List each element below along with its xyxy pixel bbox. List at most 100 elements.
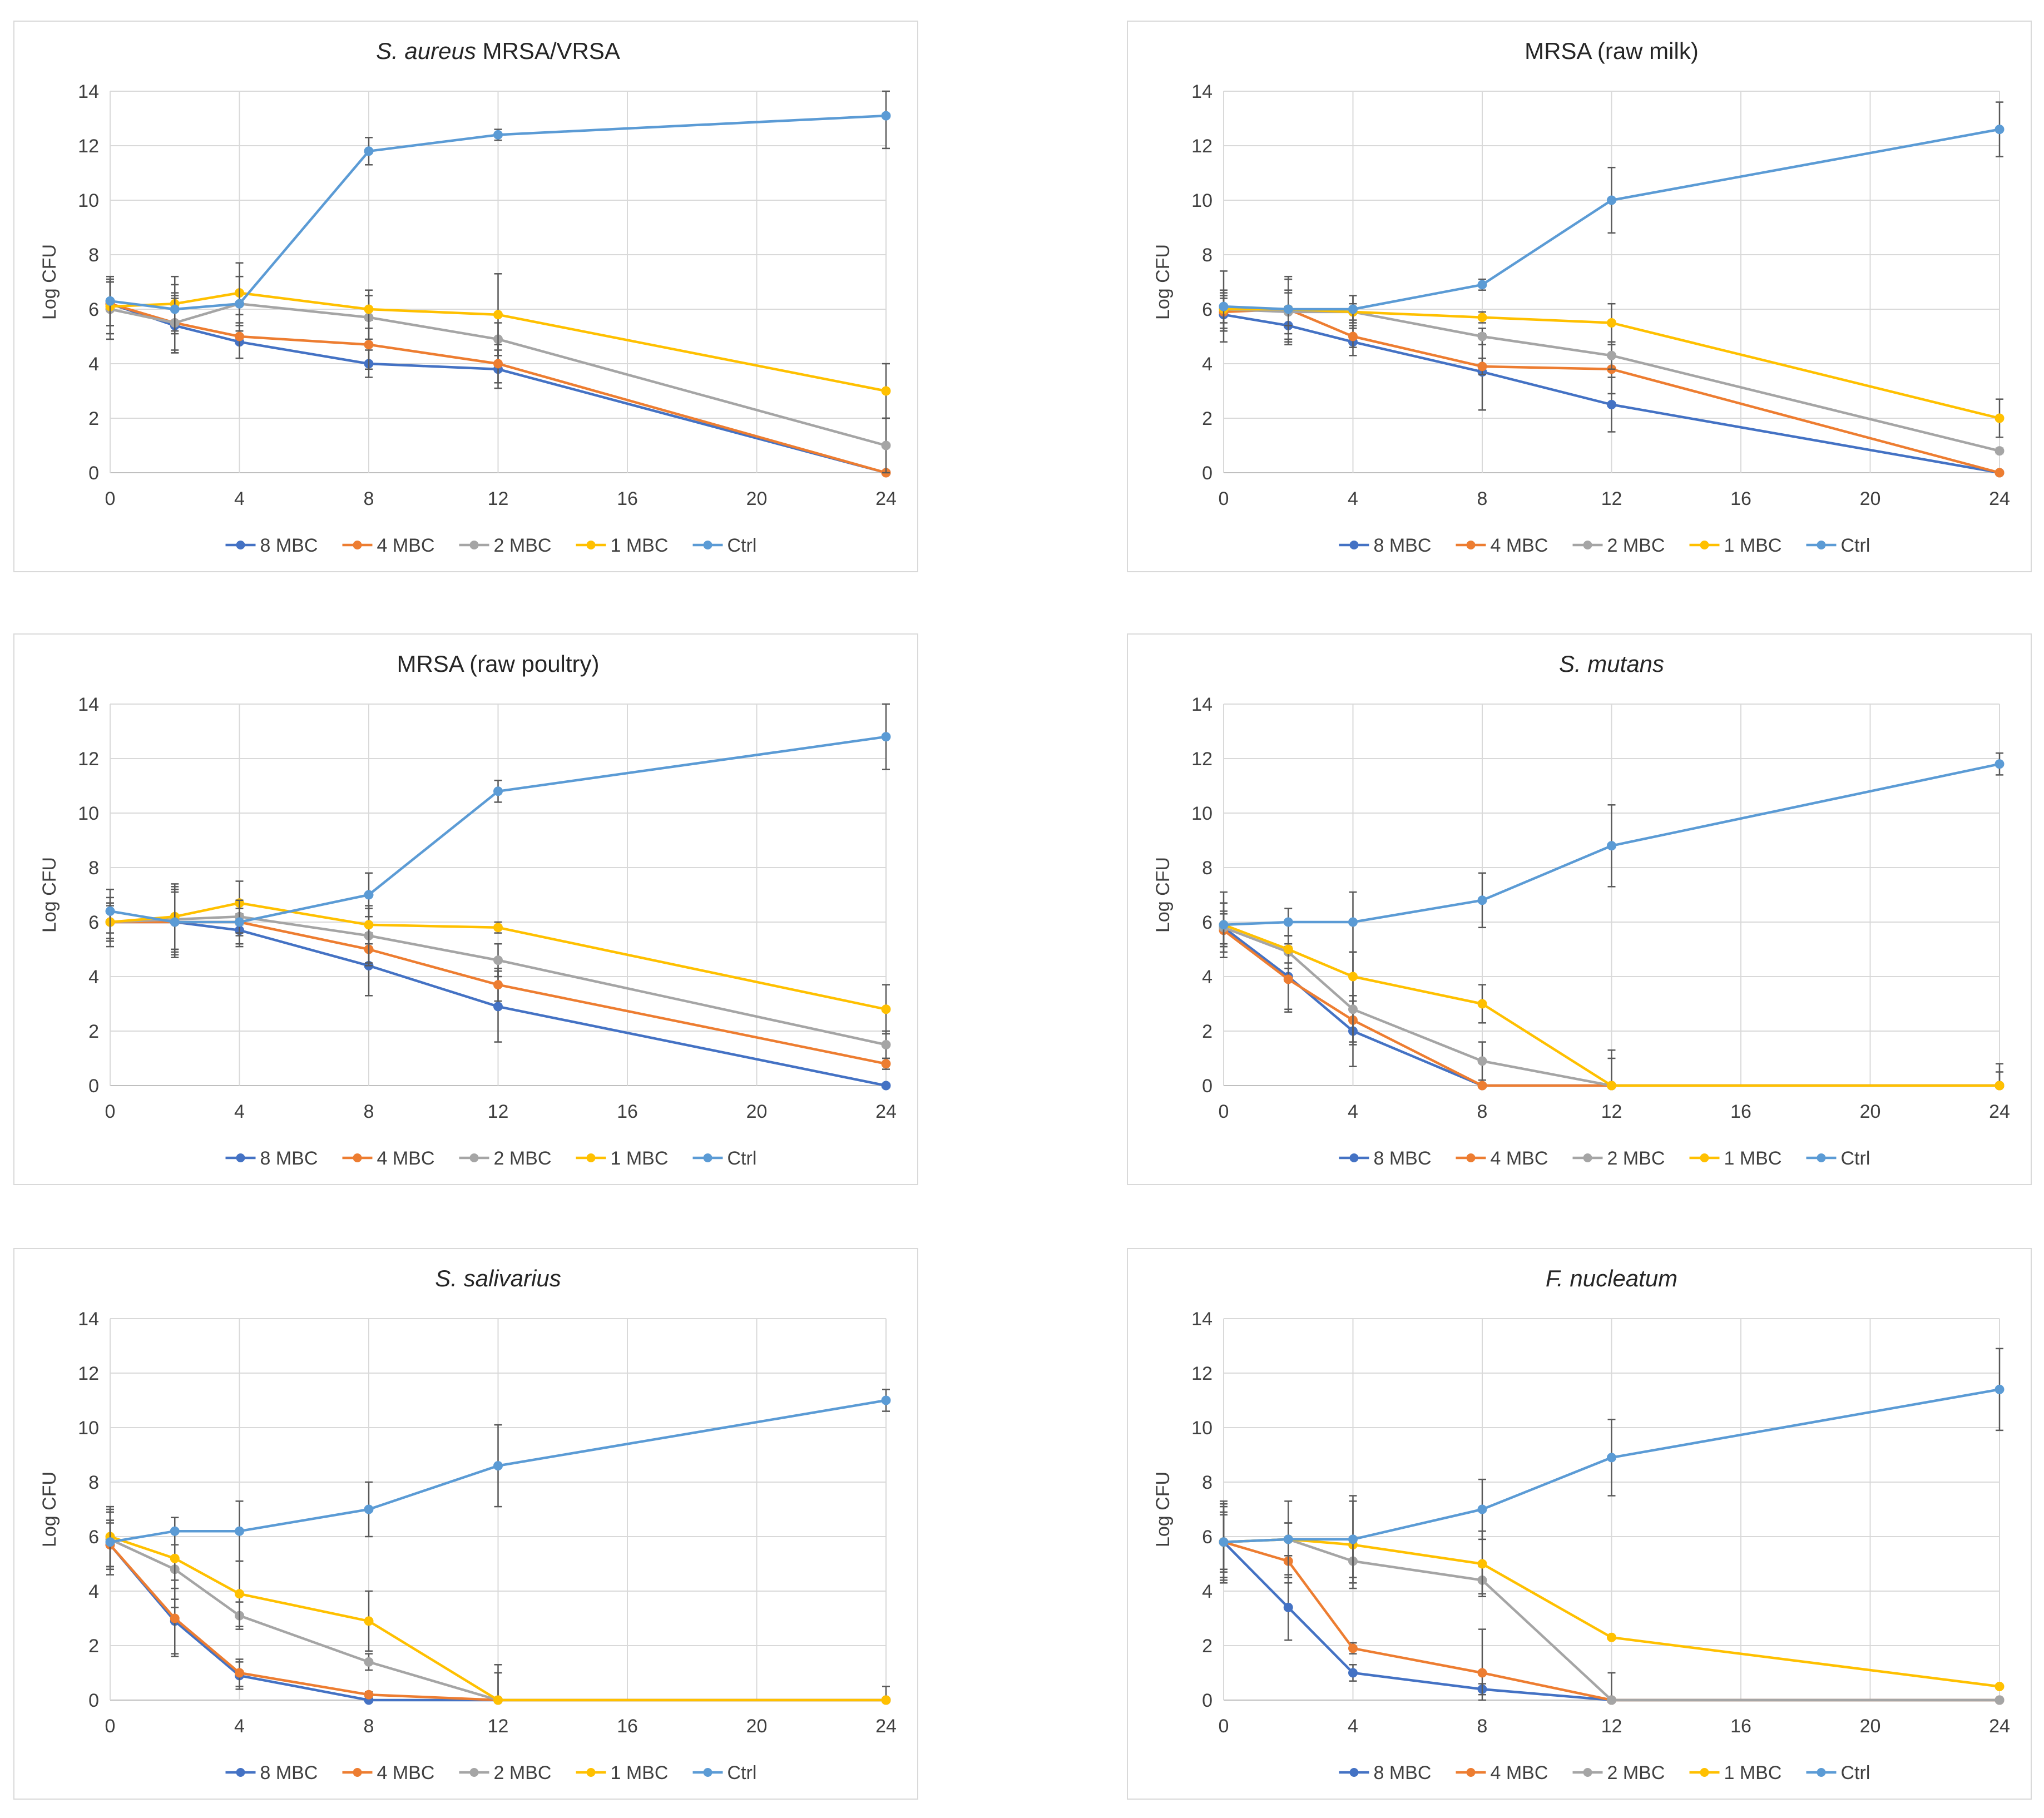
y-tick-label: 10 bbox=[78, 803, 99, 824]
chart-title-text: MRSA/VRSA bbox=[476, 38, 620, 64]
legend-marker bbox=[1349, 1768, 1359, 1777]
series-ctrl bbox=[105, 90, 891, 335]
y-tick-label: 0 bbox=[1202, 1690, 1212, 1711]
legend-label: 1 MBC bbox=[611, 1762, 669, 1784]
data-point bbox=[1283, 917, 1293, 927]
y-axis-label: Log CFU bbox=[1152, 1472, 1174, 1547]
legend-label: Ctrl bbox=[727, 1148, 757, 1169]
legend-item-1-mbc: 1 MBC bbox=[1689, 535, 1782, 556]
x-tick-label: 8 bbox=[364, 1716, 374, 1737]
legend-label: 8 MBC bbox=[1374, 1148, 1432, 1169]
x-tick-label: 16 bbox=[1730, 488, 1751, 509]
data-point bbox=[364, 920, 374, 930]
legend-marker bbox=[586, 1153, 596, 1162]
data-point bbox=[1348, 1004, 1358, 1014]
legend-item-2-mbc: 2 MBC bbox=[1572, 1148, 1665, 1169]
legend-marker bbox=[1466, 541, 1476, 549]
chart-title: MRSA (raw milk) bbox=[1525, 38, 1699, 64]
series-line bbox=[110, 1399, 887, 1544]
data-point bbox=[1477, 313, 1487, 323]
data-point bbox=[1994, 759, 2005, 769]
y-tick-label: 2 bbox=[1202, 1021, 1212, 1042]
data-point bbox=[1994, 1682, 2005, 1691]
chart-frame bbox=[13, 1248, 918, 1800]
data-point bbox=[170, 1613, 180, 1623]
data-point bbox=[493, 955, 503, 965]
chart-title: S. mutans bbox=[1559, 651, 1664, 677]
data-point bbox=[1994, 1695, 2005, 1705]
data-point bbox=[1994, 446, 2005, 456]
legend-marker bbox=[1466, 1153, 1476, 1162]
data-point bbox=[1477, 895, 1487, 905]
x-tick-label: 12 bbox=[1601, 1716, 1622, 1737]
chart-frame bbox=[1127, 21, 2032, 572]
chart-frame bbox=[1127, 633, 2032, 1185]
x-tick-label: 4 bbox=[234, 1101, 245, 1122]
data-point bbox=[1348, 1534, 1358, 1544]
x-tick-label: 16 bbox=[617, 488, 638, 509]
x-tick-label: 24 bbox=[875, 488, 897, 509]
data-point bbox=[493, 1461, 503, 1471]
data-point bbox=[1348, 972, 1358, 982]
y-tick-label: 4 bbox=[88, 967, 99, 988]
data-point bbox=[1607, 841, 1616, 851]
y-tick-label: 4 bbox=[88, 354, 99, 375]
data-point bbox=[1348, 304, 1358, 314]
data-point bbox=[881, 1695, 891, 1705]
y-axis-label: Log CFU bbox=[39, 244, 60, 320]
legend-label: 8 MBC bbox=[1374, 535, 1432, 556]
chart-title-text: MRSA (raw poultry) bbox=[397, 651, 599, 677]
legend-marker bbox=[353, 1768, 362, 1777]
legend-item-8-mbc: 8 MBC bbox=[1339, 535, 1432, 556]
legend-marker bbox=[1583, 541, 1592, 549]
data-point bbox=[493, 923, 503, 933]
legend-label: 8 MBC bbox=[1374, 1762, 1432, 1784]
y-axis-label: Log CFU bbox=[1152, 244, 1174, 320]
x-tick-label: 12 bbox=[488, 1101, 509, 1122]
legend-marker bbox=[1700, 1768, 1709, 1777]
legend-item-8-mbc: 8 MBC bbox=[1339, 1148, 1432, 1169]
legend-marker bbox=[236, 1768, 245, 1777]
legend-marker bbox=[236, 1153, 245, 1162]
data-point bbox=[493, 130, 503, 140]
x-tick-label: 4 bbox=[1348, 1716, 1358, 1737]
data-point bbox=[170, 917, 180, 927]
y-tick-label: 12 bbox=[1191, 1363, 1212, 1384]
y-tick-label: 6 bbox=[88, 299, 99, 320]
x-tick-label: 4 bbox=[1348, 488, 1358, 509]
data-point bbox=[493, 786, 503, 796]
data-point bbox=[1607, 1081, 1616, 1091]
y-tick-label: 10 bbox=[1191, 1418, 1212, 1439]
legend-item-4-mbc: 4 MBC bbox=[1456, 1148, 1548, 1169]
y-axis-label: Log CFU bbox=[39, 1472, 60, 1547]
legend-item-1-mbc: 1 MBC bbox=[1689, 1148, 1781, 1169]
y-tick-label: 2 bbox=[88, 1636, 99, 1657]
legend-label: 1 MBC bbox=[1724, 535, 1782, 556]
y-tick-label: 8 bbox=[1202, 858, 1212, 879]
data-point bbox=[1607, 1632, 1616, 1642]
legend-label: Ctrl bbox=[727, 535, 757, 556]
y-tick-label: 4 bbox=[1202, 1581, 1212, 1602]
data-point bbox=[1994, 1081, 2005, 1091]
legend-marker bbox=[1583, 1153, 1592, 1162]
x-tick-label: 24 bbox=[875, 1716, 897, 1737]
legend-marker bbox=[469, 1768, 479, 1777]
y-tick-label: 6 bbox=[88, 912, 99, 933]
y-tick-label: 14 bbox=[78, 1309, 99, 1330]
y-tick-label: 0 bbox=[1202, 1076, 1212, 1097]
data-point bbox=[235, 917, 244, 927]
legend-label: 1 MBC bbox=[611, 1148, 669, 1169]
legend-item-8-mbc: 8 MBC bbox=[225, 1148, 318, 1169]
legend-marker bbox=[703, 1153, 712, 1162]
y-tick-label: 0 bbox=[88, 1690, 99, 1711]
legend-marker bbox=[469, 541, 479, 549]
x-tick-label: 8 bbox=[364, 488, 374, 509]
legend-item-2-mbc: 2 MBC bbox=[459, 1762, 551, 1784]
data-point bbox=[881, 386, 891, 396]
x-tick-label: 20 bbox=[746, 488, 768, 509]
x-tick-label: 0 bbox=[105, 488, 116, 509]
legend-item-8-mbc: 8 MBC bbox=[225, 1762, 318, 1784]
legend-marker bbox=[1817, 541, 1826, 549]
